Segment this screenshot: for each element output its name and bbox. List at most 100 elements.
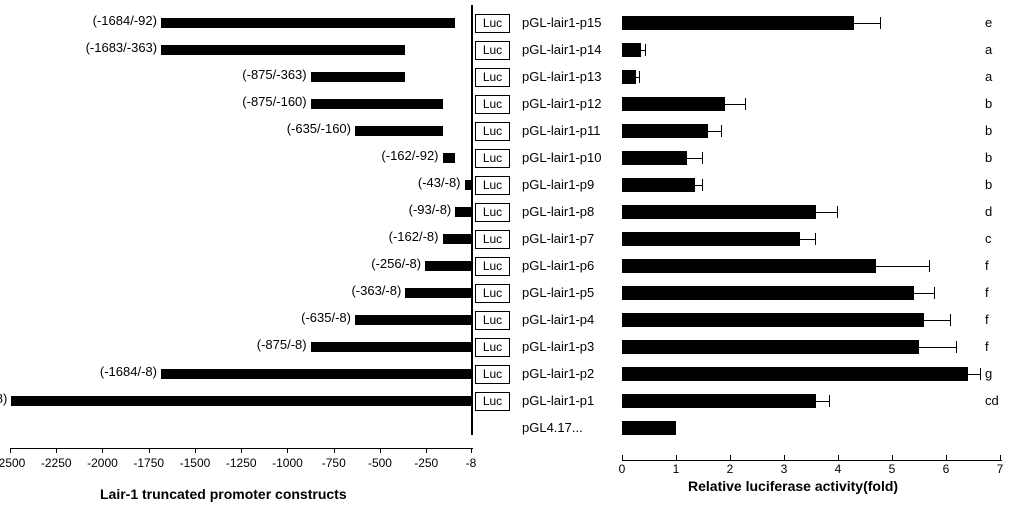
significance-label: e xyxy=(985,15,992,30)
left-tick-label: -8 xyxy=(466,456,477,470)
plasmid-name: pGL-lair1-p7 xyxy=(522,231,594,246)
plasmid-name: pGL-lair1-p12 xyxy=(522,96,602,111)
range-label: (-162/-8) xyxy=(351,229,439,244)
promoter-bar xyxy=(311,342,471,352)
plasmid-name: pGL4.17... xyxy=(522,420,583,435)
significance-label: cd xyxy=(985,393,999,408)
right-tick xyxy=(946,455,947,460)
plasmid-name: pGL-lair1-p9 xyxy=(522,177,594,192)
left-tick-label: -1000 xyxy=(272,456,303,470)
promoter-bar xyxy=(355,126,443,136)
construct-row: (-635/-8) Luc pGL-lair1-p4 f xyxy=(0,307,1020,333)
activity-bar xyxy=(622,178,695,192)
left-tick xyxy=(471,448,472,453)
activity-bar xyxy=(622,232,800,246)
left-tick xyxy=(287,448,288,453)
error-bar xyxy=(914,286,936,300)
significance-label: b xyxy=(985,123,992,138)
plasmid-name: pGL-lair1-p4 xyxy=(522,312,594,327)
activity-bar xyxy=(622,394,816,408)
activity-bar xyxy=(622,70,636,84)
significance-label: b xyxy=(985,177,992,192)
plasmid-name: pGL-lair1-p2 xyxy=(522,366,594,381)
construct-row: (-875/-363)LucpGL-lair1-p13a xyxy=(0,64,1020,90)
range-label: (-1684/-92) xyxy=(69,13,157,28)
plasmid-name: pGL-lair1-p1 xyxy=(522,393,594,408)
left-tick xyxy=(241,448,242,453)
range-label: (-875/-160) xyxy=(219,94,307,109)
construct-row: (-162/-8) Luc pGL-lair1-p7 c xyxy=(0,226,1020,252)
promoter-bar xyxy=(161,45,405,55)
plasmid-name: pGL-lair1-p10 xyxy=(522,150,602,165)
promoter-bar xyxy=(465,180,471,190)
left-tick-label: -2250 xyxy=(41,456,72,470)
left-tick-label: -2000 xyxy=(87,456,118,470)
range-label: (-256/-8) xyxy=(333,256,421,271)
construct-row: (-2493/-8)LucpGL-lair1-p1cd xyxy=(0,388,1020,414)
luc-box: Luc xyxy=(475,95,510,114)
right-tick-label: 2 xyxy=(727,462,734,476)
luc-box: Luc xyxy=(475,176,510,195)
error-bar xyxy=(876,259,930,273)
promoter-bar xyxy=(425,261,471,271)
construct-row: (-256/-8)LucpGL-lair1-p6f xyxy=(0,253,1020,279)
construct-row: (-1684/-8)LucpGL-lair1-p2g xyxy=(0,361,1020,387)
construct-row: (-363/-8)LucpGL-lair1-p5f xyxy=(0,280,1020,306)
luc-box: Luc xyxy=(475,230,510,249)
right-x-axis xyxy=(622,460,1002,461)
left-tick-label: -1250 xyxy=(226,456,257,470)
luc-box: Luc xyxy=(475,68,510,87)
plasmid-name: pGL-lair1-p11 xyxy=(522,123,601,138)
range-label: (-162/-92) xyxy=(351,148,439,163)
promoter-bar xyxy=(311,72,406,82)
right-tick-label: 6 xyxy=(943,462,950,476)
luc-box: Luc xyxy=(475,365,510,384)
promoter-bar xyxy=(405,288,471,298)
activity-bar xyxy=(622,367,968,381)
range-label: (-1683/-363) xyxy=(69,40,157,55)
right-tick-label: 1 xyxy=(673,462,680,476)
left-tick-label: -1750 xyxy=(133,456,164,470)
luc-box: Luc xyxy=(475,257,510,276)
construct-row: (-93/-8)LucpGL-lair1-p8d xyxy=(0,199,1020,225)
right-tick xyxy=(730,455,731,460)
significance-label: c xyxy=(985,231,992,246)
promoter-bar xyxy=(443,234,471,244)
left-tick xyxy=(426,448,427,453)
construct-row: (-43/-8)LucpGL-lair1-p9b xyxy=(0,172,1020,198)
plasmid-name: pGL-lair1-p14 xyxy=(522,42,602,57)
luc-box: Luc xyxy=(475,203,510,222)
significance-label: b xyxy=(985,150,992,165)
significance-label: a xyxy=(985,42,992,57)
error-bar xyxy=(816,205,838,219)
significance-label: b xyxy=(985,96,992,111)
error-bar xyxy=(924,313,951,327)
activity-bar xyxy=(622,16,854,30)
promoter-bar xyxy=(11,396,471,406)
promoter-bar xyxy=(161,18,456,28)
plasmid-name: pGL-lair1-p6 xyxy=(522,258,594,273)
promoter-bar xyxy=(455,207,471,217)
error-bar xyxy=(725,97,747,111)
construct-row: (-635/-160)LucpGL-lair1-p11b xyxy=(0,118,1020,144)
significance-label: a xyxy=(985,69,992,84)
left-tick xyxy=(10,448,11,453)
luc-box: Luc xyxy=(475,311,510,330)
right-tick xyxy=(784,455,785,460)
plasmid-name: pGL-lair1-p3 xyxy=(522,339,594,354)
plasmid-name: pGL-lair1-p8 xyxy=(522,204,594,219)
right-tick xyxy=(1000,455,1001,460)
range-label: (-635/-8) xyxy=(263,310,351,325)
left-tick xyxy=(195,448,196,453)
luc-box: Luc xyxy=(475,14,510,33)
left-axis-title: Lair-1 truncated promoter constructs xyxy=(100,486,347,502)
error-bar xyxy=(687,151,703,165)
luc-box: Luc xyxy=(475,338,510,357)
significance-label: f xyxy=(985,312,989,327)
left-tick xyxy=(380,448,381,453)
significance-label: d xyxy=(985,204,992,219)
left-tick-label: -2500 xyxy=(0,456,25,470)
right-tick xyxy=(838,455,839,460)
activity-bar xyxy=(622,97,725,111)
construct-row: (-1683/-363)LucpGL-lair1-p14a xyxy=(0,37,1020,63)
